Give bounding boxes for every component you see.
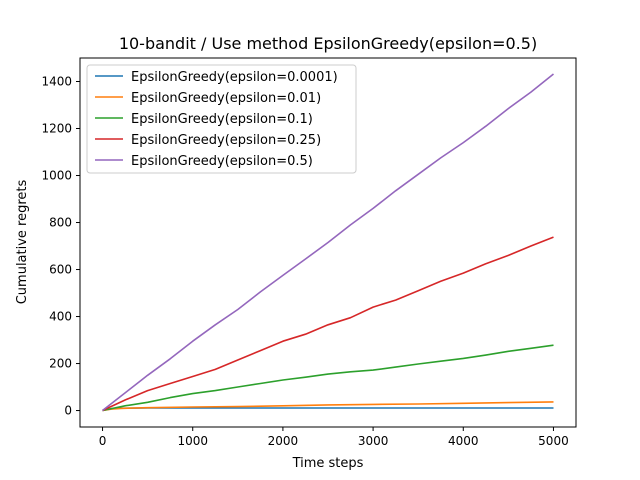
legend: EpsilonGreedy(epsilon=0.0001) EpsilonGree… — [86, 64, 357, 174]
legend-entry: EpsilonGreedy(epsilon=0.01) — [131, 91, 321, 106]
series-line-4 — [102, 73, 555, 412]
y-tick-label: 0 — [64, 404, 72, 418]
y-tick-label: 400 — [49, 310, 72, 324]
y-axis: 0 200 400 600 800 1000 1200 1400 — [41, 75, 80, 418]
x-tick-label: 2000 — [268, 434, 299, 448]
chart-title: 10-bandit / Use method EpsilonGreedy(eps… — [119, 34, 537, 53]
y-tick-label: 1200 — [41, 122, 72, 136]
x-tick-label: 4000 — [448, 434, 479, 448]
series-line-2 — [102, 344, 554, 412]
series-lines — [102, 73, 555, 412]
x-tick-label: 0 — [99, 434, 107, 448]
x-tick-label: 1000 — [177, 434, 208, 448]
y-axis-label: Cumulative regrets — [15, 179, 30, 304]
legend-entry: EpsilonGreedy(epsilon=0.5) — [131, 154, 313, 169]
y-tick-label: 600 — [49, 263, 72, 277]
legend-entry: EpsilonGreedy(epsilon=0.1) — [131, 112, 313, 127]
legend-box — [86, 64, 357, 174]
y-tick-label: 800 — [49, 216, 72, 230]
y-tick-label: 200 — [49, 357, 72, 371]
x-tick-label: 3000 — [358, 434, 389, 448]
y-tick-label: 1400 — [41, 75, 72, 89]
series-line-3 — [102, 236, 554, 412]
legend-entry: EpsilonGreedy(epsilon=0.0001) — [131, 70, 338, 85]
plot-frame — [79, 57, 577, 428]
series-line-0 — [102, 407, 554, 412]
x-tick-label: 5000 — [538, 434, 569, 448]
x-axis-label: Time steps — [292, 456, 364, 471]
legend-entry: EpsilonGreedy(epsilon=0.25) — [131, 133, 321, 148]
series-line-1 — [102, 401, 554, 412]
y-tick-label: 1000 — [41, 169, 72, 183]
x-axis: 0 1000 2000 3000 4000 5000 — [99, 427, 569, 448]
